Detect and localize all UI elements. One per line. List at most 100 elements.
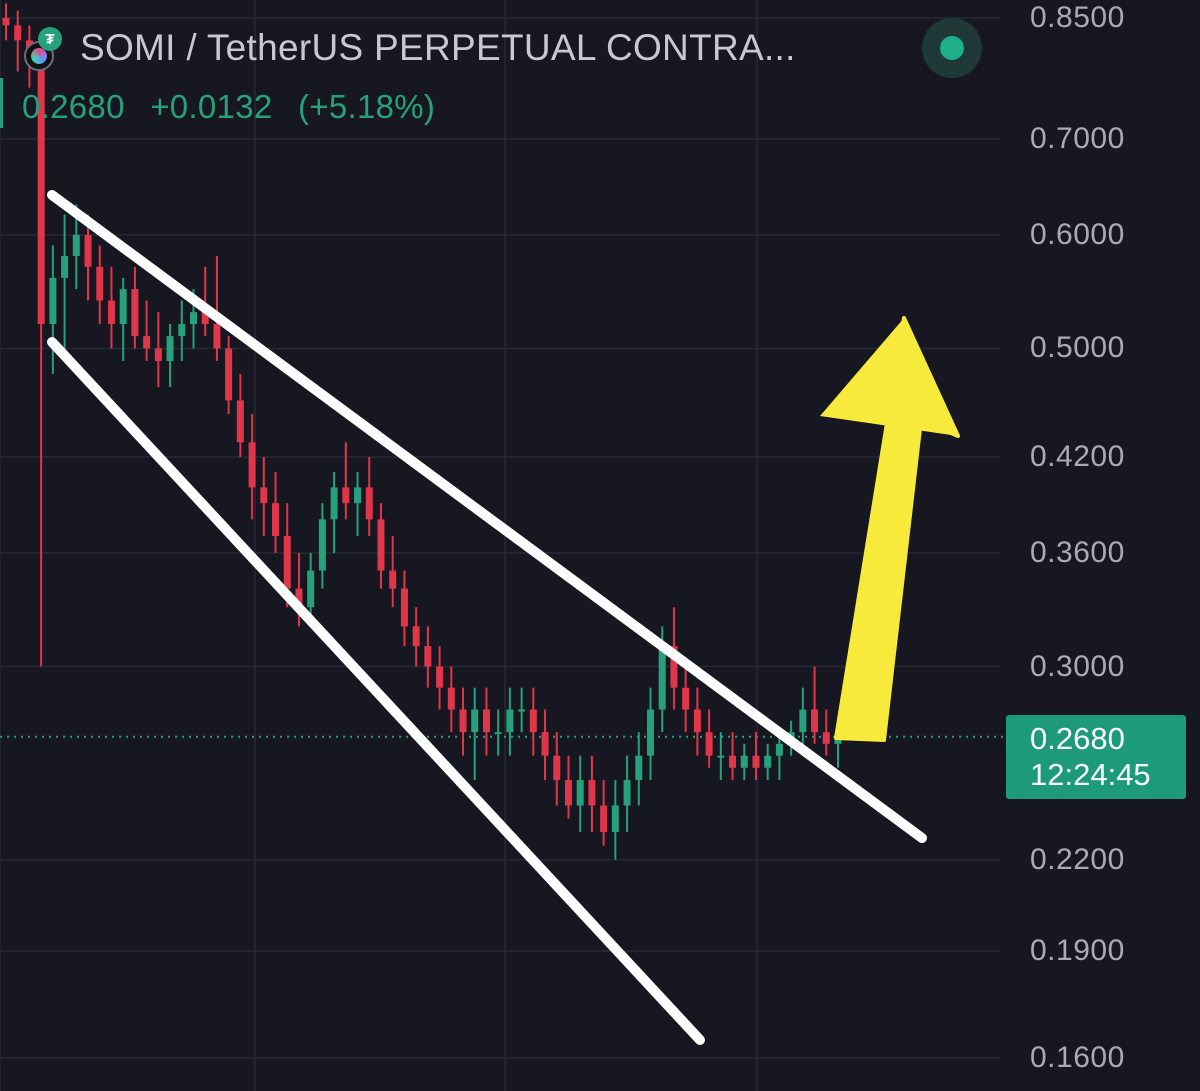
candle <box>436 646 444 710</box>
candle-body <box>752 755 760 768</box>
candle-body <box>260 487 268 504</box>
candle <box>576 755 584 833</box>
candle <box>424 626 432 688</box>
candle <box>494 709 502 756</box>
candle-body <box>740 755 748 768</box>
candle <box>729 732 737 781</box>
candle-body <box>377 519 385 571</box>
candle-body <box>248 442 256 488</box>
candle <box>84 214 92 301</box>
candle <box>600 780 608 846</box>
candle <box>119 277 127 362</box>
candle <box>49 245 57 374</box>
candle <box>131 266 139 349</box>
candle <box>611 780 619 860</box>
candle <box>389 535 397 608</box>
candle-body <box>647 709 655 756</box>
candles <box>2 3 842 860</box>
y-tick-label: 0.2200 <box>1030 842 1125 876</box>
candle <box>693 687 701 756</box>
candle <box>822 709 830 756</box>
candle-body <box>213 324 221 349</box>
candle-body <box>482 709 490 733</box>
candle <box>588 755 596 833</box>
candle-body <box>459 709 467 733</box>
candle <box>482 687 490 756</box>
candle-body <box>471 709 479 733</box>
candle-body <box>424 646 432 667</box>
candle <box>811 666 819 744</box>
candle-body <box>143 336 151 349</box>
candle-body <box>2 18 10 26</box>
candle <box>553 732 561 806</box>
candle <box>740 743 748 781</box>
candle <box>354 472 362 536</box>
price-tag-price: 0.2680 <box>1030 721 1125 756</box>
y-tick-label: 0.5000 <box>1030 331 1125 365</box>
candle <box>623 755 631 833</box>
symbol-header[interactable]: ₮ SOMI / TetherUS PERPETUAL CONTRA... <box>22 22 796 74</box>
candle-body <box>225 348 233 401</box>
candle <box>61 214 69 349</box>
candle <box>365 457 373 536</box>
candle <box>178 300 186 362</box>
candle <box>447 666 455 733</box>
candle-body <box>564 780 572 806</box>
candle-body <box>705 732 713 756</box>
candle <box>14 10 22 72</box>
candle-body <box>236 400 244 443</box>
candle-body <box>283 535 291 589</box>
candle-body <box>342 487 350 504</box>
candle-body <box>14 25 22 41</box>
grid <box>0 0 1005 1091</box>
candle <box>225 336 233 415</box>
up-arrow-head <box>820 318 958 436</box>
lower-trendline <box>47 337 705 1045</box>
candle-body <box>131 289 139 337</box>
candle-body <box>506 709 514 733</box>
y-tick-label: 0.1600 <box>1030 1041 1125 1074</box>
candle <box>764 743 772 781</box>
candle <box>377 503 385 589</box>
price-quote: 0.2680 +0.0132 (+5.18%) <box>22 88 451 126</box>
candle-body <box>84 234 92 267</box>
candle <box>330 472 338 554</box>
candle <box>752 732 760 781</box>
y-tick-label: 0.1900 <box>1030 933 1125 967</box>
candle-body <box>412 626 420 647</box>
candle <box>541 709 549 781</box>
candle <box>529 687 537 756</box>
candle <box>459 687 467 756</box>
candle-body <box>799 709 807 733</box>
tether-icon: ₮ <box>38 27 62 51</box>
candle-body <box>330 487 338 520</box>
candle-body <box>717 755 725 758</box>
candle <box>260 457 268 536</box>
candle <box>518 687 526 733</box>
candle <box>412 607 420 667</box>
candle <box>635 732 643 806</box>
last-price: 0.2680 <box>22 88 125 125</box>
live-status-icon[interactable] <box>922 18 982 78</box>
candle <box>213 256 221 362</box>
candle-body <box>295 588 303 608</box>
candle-body <box>775 743 783 756</box>
candle-body <box>529 709 537 733</box>
candle-body <box>447 687 455 710</box>
candle-body <box>729 755 737 768</box>
candle <box>564 755 572 819</box>
candle <box>471 687 479 781</box>
candle <box>2 3 10 41</box>
candle-body <box>389 570 397 589</box>
candle-body <box>72 234 80 257</box>
candle-body <box>682 687 690 710</box>
candle-body <box>764 755 772 768</box>
candle-body <box>318 519 326 571</box>
candle-body <box>178 324 186 337</box>
candle <box>201 266 209 337</box>
candle-body <box>611 805 619 833</box>
symbol-title[interactable]: SOMI / TetherUS PERPETUAL CONTRA... <box>80 27 796 68</box>
candle <box>236 373 244 458</box>
